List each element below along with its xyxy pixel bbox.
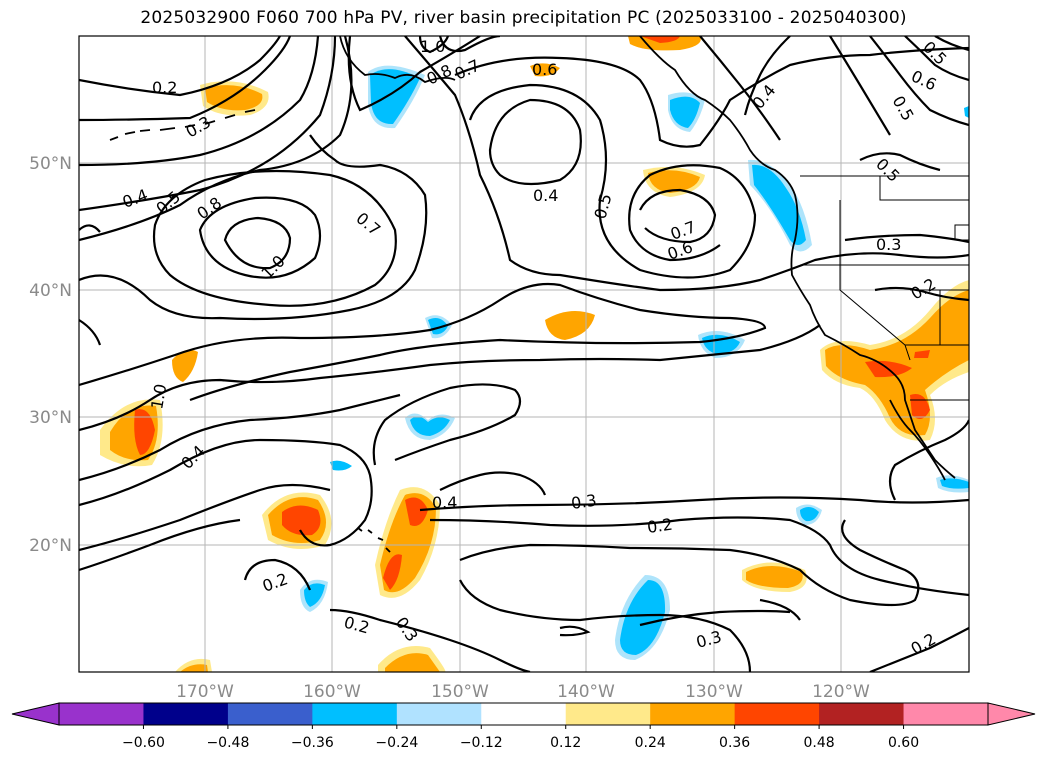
contour-label: 0.6 [532,60,557,79]
colorbar-cell [903,703,989,725]
contour-label: 0.3 [876,235,901,254]
colorbar-cell [650,703,736,725]
plot-frame [78,35,970,673]
contour-label: 0.2 [646,515,674,537]
lon-label: 140°W [557,682,615,702]
colorbar-outline [58,702,989,726]
colorbar-cell [227,703,313,725]
pv-contours [79,36,969,672]
latitude-labels: 50°N 40°N 30°N 20°N [29,154,72,556]
colorbar-cell [396,703,482,725]
colorbar-tick-label: −0.60 [122,735,165,751]
colorbar-tick-label: −0.48 [206,735,249,751]
lat-label: 20°N [29,536,72,556]
colorbar-tick-label: 0.48 [804,735,835,751]
contour-label: 0.4 [432,493,457,512]
contour-label: 1.0 [147,382,170,410]
political-borders [800,175,969,401]
lat-label: 30°N [29,408,72,428]
colorbar-cell [819,703,905,725]
lat-label: 40°N [29,281,72,301]
lon-label: 150°W [431,682,489,702]
contour-label: 0.3 [570,491,598,513]
lon-label: 160°W [303,682,361,702]
colorbar-tick-label: −0.12 [460,735,503,751]
colorbar-cell [312,703,398,725]
colorbar-extend-max [987,702,1036,726]
colorbar-cell [481,703,567,725]
lon-label: 130°W [685,682,743,702]
colorbar-cell [734,703,820,725]
colorbar-extend-min [11,702,60,726]
colorbar-tick-label: 0.60 [888,735,919,751]
colorbar-tick-label: −0.24 [375,735,418,751]
contour-label: 1.0 [420,37,445,56]
contour-label: 0.2 [152,78,177,97]
colorbar-tick-label: 0.12 [550,735,581,751]
contour-label: 0.4 [533,186,558,205]
lat-label: 50°N [29,154,72,174]
colorbar-tick-label: 0.24 [635,735,666,751]
coastlines [109,36,956,553]
colorbar-tick-label: −0.36 [291,735,334,751]
lon-label: 170°W [176,682,234,702]
colorbar-cell [565,703,651,725]
colorbar-cell [59,703,144,725]
colorbar: −0.60 −0.48 −0.36 −0.24 −0.12 0.12 0.24 0.36 0.4… [11,702,1036,751]
colorbar-tick-label: 0.36 [719,735,750,751]
precip-shading [100,36,969,672]
map-title: 2025032900 F060 700 hPa PV, river basin … [140,8,907,28]
longitude-labels: 170°W 160°W 150°W 140°W 130°W 120°W [176,682,870,702]
colorbar-cell [143,703,229,725]
lon-label: 120°W [812,682,870,702]
